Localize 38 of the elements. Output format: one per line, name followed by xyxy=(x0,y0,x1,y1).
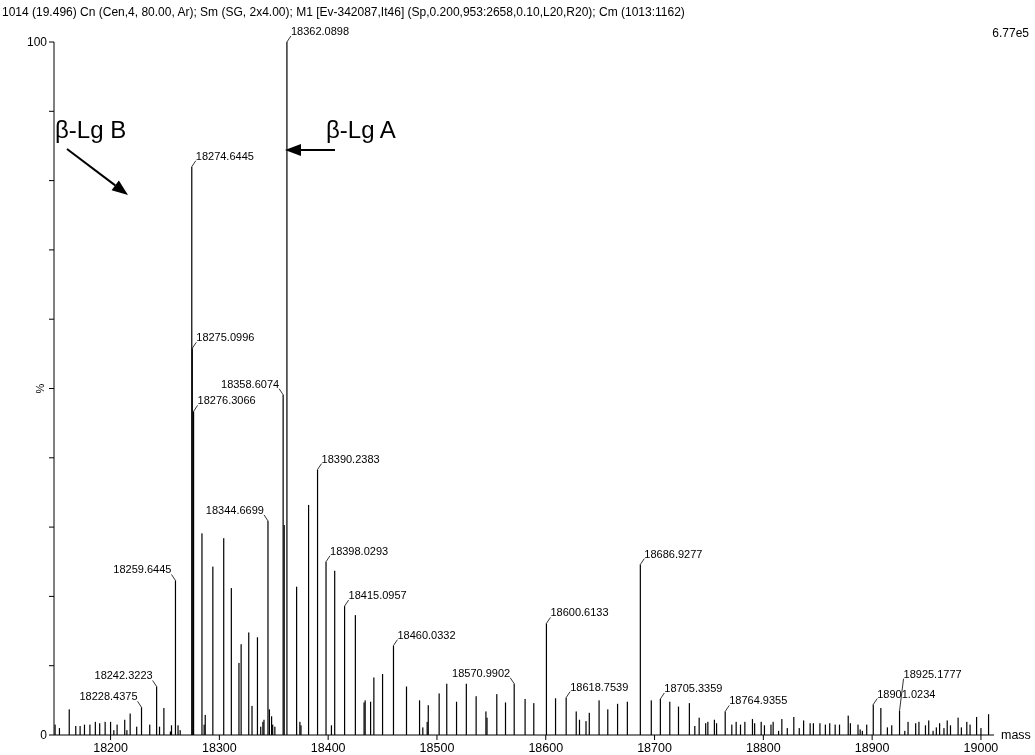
x-tick-label: 19000 xyxy=(963,741,999,755)
annotation: 18390.2383 xyxy=(321,452,380,465)
y-tick-label: 100 xyxy=(26,35,48,49)
annotation: 18415.0957 xyxy=(348,589,407,602)
x-tick-label: 18200 xyxy=(93,741,128,755)
x-tick-label: 18300 xyxy=(201,741,237,755)
annotation: 18358.6074 xyxy=(221,377,280,390)
annotation: 18764.9355 xyxy=(729,694,788,707)
text: 6.77e5 xyxy=(992,26,1030,40)
annotation: 18228.4375 xyxy=(79,690,138,703)
annotation: 18242.3223 xyxy=(94,669,153,682)
annotation: 18901.0234 xyxy=(877,687,936,700)
annotation: 18276.3066 xyxy=(197,394,256,407)
x-tick-label: 18800 xyxy=(745,741,781,755)
annotation: 18275.0996 xyxy=(196,331,255,344)
x-tick-label: 18400 xyxy=(310,741,346,755)
annotation: 18618.7539 xyxy=(570,680,629,693)
x-tick-label: 18600 xyxy=(528,741,564,755)
chart-title: 1014 (19.496) Cn (Cen,4, 80.00, Ar); Sm (SG, 2x4.00); M1 [Ev-342087,It46] (Sp,0.200,953:2658,0.10,L20,R20); Cm (1013:1162) xyxy=(2,5,685,19)
x-tick-label: 18700 xyxy=(637,741,672,755)
annotation: 18362.0898 xyxy=(290,25,350,37)
x-axis-title: mass xyxy=(1001,728,1031,742)
annotation: 18274.6445 xyxy=(195,149,254,162)
x-tick-label: 18500 xyxy=(419,741,455,755)
y-tick-label: 0 xyxy=(40,728,48,742)
annotation: 18600.6133 xyxy=(550,606,609,619)
annotation: 18686.9277 xyxy=(644,547,703,560)
annotation: β-Lg A xyxy=(326,116,396,143)
annotation: 18259.6445 xyxy=(113,563,172,576)
x-tick-label: 18900 xyxy=(854,741,890,755)
annotation: β-Lg B xyxy=(55,116,127,143)
annotation: 18925.1777 xyxy=(903,667,962,680)
annotation: 18705.3359 xyxy=(664,681,723,694)
y-axis-title: % xyxy=(34,383,46,394)
annotation: 18460.0332 xyxy=(397,628,456,641)
annotation: 18398.0293 xyxy=(330,544,389,557)
annotation: 18344.6699 xyxy=(205,503,264,516)
annotation: 18570.9902 xyxy=(452,666,511,679)
